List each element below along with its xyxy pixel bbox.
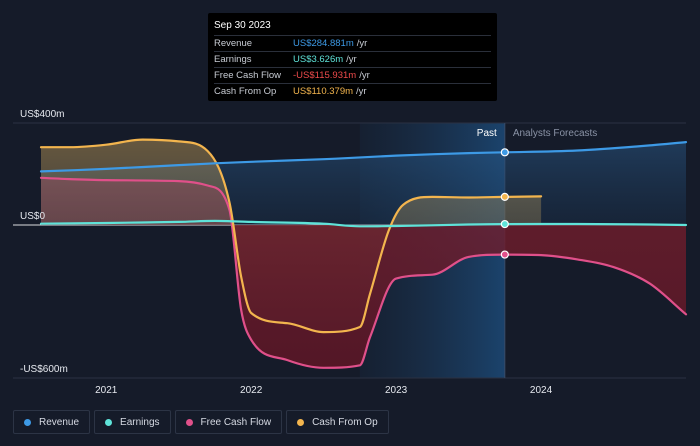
legend-label: Revenue [39,416,80,428]
past-label: Past [477,128,497,139]
earnings-marker [500,219,509,229]
tooltip-label: Revenue [214,38,253,49]
y-axis-label: US$400m [20,109,64,120]
y-axis-label: -US$600m [20,364,68,375]
tooltip-row-earnings: Earnings US$3.626m /yr [214,51,491,67]
tooltip-row-revenue: Revenue US$284.881m /yr [214,35,491,51]
tooltip-row-free-cash-flow: Free Cash Flow -US$115.931m /yr [214,67,491,83]
legend-item-cash-from-op[interactable]: Cash From Op [286,410,389,434]
y-axis-label: US$0 [20,211,45,222]
tooltip-unit: /yr [359,70,370,81]
x-tick-label: 2023 [385,385,408,396]
cash-from-op-line [39,138,543,334]
legend-item-earnings[interactable]: Earnings [94,410,171,434]
legend-label: Free Cash Flow [200,416,272,428]
tooltip-unit: /yr [356,86,367,97]
legend-item-free-cash-flow[interactable]: Free Cash Flow [174,410,283,434]
x-tick-label: 2024 [530,385,553,396]
legend-dot-icon [105,418,113,426]
chart-tooltip: Sep 30 2023 Revenue US$284.881m /yr Earn… [208,13,497,101]
tooltip-unit: /yr [356,38,368,49]
free-cash-flow-marker [500,250,509,259]
revenue-marker [500,148,509,157]
x-tick-label: 2021 [95,385,118,396]
tooltip-date: Sep 30 2023 [214,20,271,31]
tooltip-label: Free Cash Flow [214,70,282,81]
earnings-line [39,219,688,228]
free-cash-flow-area-negative [41,225,686,368]
free-cash-flow-area-positive [41,177,686,225]
legend-dot-icon [24,418,31,426]
tooltip-value: US$3.626m [293,54,344,65]
free-cash-flow-line [39,176,688,369]
cash-from-op-marker [500,192,509,201]
tooltip-label: Earnings [214,54,252,65]
revenue-line [39,141,688,173]
chart-legend: Revenue Earnings Free Cash Flow Cash Fro… [13,410,389,434]
tooltip-label: Cash From Op [214,86,277,97]
tooltip-row-cash-from-op: Cash From Op US$110.379m /yr [214,83,491,99]
tooltip-value: US$284.881m [293,38,354,49]
legend-dot-icon [297,418,305,426]
legend-item-revenue[interactable]: Revenue [13,410,91,434]
legend-label: Cash From Op [312,416,378,428]
tooltip-value: US$110.379m [293,86,354,97]
tooltip-unit: /yr [346,54,357,65]
forecast-label: Analysts Forecasts [513,128,597,139]
legend-dot-icon [185,418,193,426]
tooltip-value: -US$115.931m [293,70,357,81]
legend-label: Earnings [120,416,160,428]
x-tick-label: 2022 [240,385,263,396]
